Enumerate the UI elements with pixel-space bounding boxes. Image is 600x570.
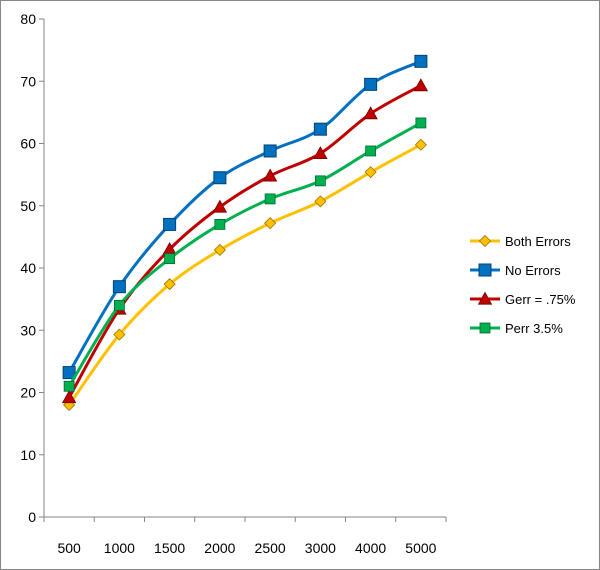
data-point <box>264 217 277 230</box>
data-point <box>163 217 177 231</box>
data-point <box>314 175 326 187</box>
data-point <box>112 280 126 294</box>
data-point <box>163 278 176 291</box>
y-tick-label: 30 <box>20 322 36 338</box>
data-point <box>365 145 377 157</box>
x-tick-label: 5000 <box>405 540 436 556</box>
series-line <box>67 59 422 374</box>
legend-label: No Errors <box>505 263 561 278</box>
legend: Both Errors No Errors Gerr = .75% Perr 3.5% <box>470 234 576 336</box>
y-tick-label: 10 <box>20 447 36 463</box>
legend-item: Gerr = .75% <box>470 291 576 307</box>
legend-item: Perr 3.5% <box>470 321 563 336</box>
x-tick-label: 2000 <box>204 540 235 556</box>
x-tick-label: 1000 <box>104 540 135 556</box>
x-tick-label: 1500 <box>154 540 185 556</box>
data-point <box>213 243 226 257</box>
data-point <box>213 171 227 185</box>
legend-label: Gerr = .75% <box>505 292 576 307</box>
data-point <box>313 122 327 136</box>
y-tick-label: 0 <box>28 509 36 525</box>
data-point <box>364 166 377 179</box>
series-perr-3-5- <box>63 117 427 392</box>
legend-swatch-marker <box>479 322 491 334</box>
legend-item: Both Errors <box>470 234 571 249</box>
y-tick-label: 20 <box>20 385 36 401</box>
data-point <box>314 195 327 208</box>
legend-swatch-marker <box>477 291 493 305</box>
series-no-errors <box>62 54 428 380</box>
data-point <box>313 146 328 160</box>
y-tick-label: 70 <box>20 73 36 89</box>
data-point <box>262 168 278 182</box>
series-gerr-75- <box>61 78 429 404</box>
data-point <box>164 253 176 265</box>
axes: 0 10 20 30 40 50 60 70 80 500 1000 1500 2000 2500 3000… <box>20 11 447 556</box>
legend-label: Perr 3.5% <box>505 321 563 336</box>
y-tick-label: 60 <box>20 136 36 152</box>
y-tick-label: 40 <box>20 260 36 276</box>
data-point <box>414 54 428 68</box>
legend-swatch-marker <box>478 263 492 277</box>
series-both-errors <box>63 138 427 412</box>
legend-item: No Errors <box>470 263 561 278</box>
data-point <box>364 77 378 91</box>
data-point <box>264 193 276 205</box>
x-tick-label: 500 <box>57 540 81 556</box>
legend-swatch-marker <box>478 234 492 248</box>
data-point <box>363 106 378 120</box>
x-tick-label: 2500 <box>255 540 286 556</box>
data-point <box>413 78 429 92</box>
data-point <box>214 219 226 230</box>
data-point <box>113 328 126 341</box>
data-point <box>263 144 277 158</box>
series-line <box>67 84 422 399</box>
data-point <box>62 366 76 380</box>
data-point <box>212 199 228 213</box>
legend-label: Both Errors <box>505 234 571 249</box>
data-point <box>63 380 75 392</box>
data-point <box>61 390 77 404</box>
x-tick-label: 3000 <box>305 540 336 556</box>
series-layer <box>61 54 429 412</box>
data-point <box>415 117 427 129</box>
x-tick-label: 4000 <box>355 540 386 556</box>
y-tick-label: 50 <box>20 198 36 214</box>
data-point <box>113 299 125 311</box>
y-tick-label: 80 <box>20 11 36 27</box>
series-line <box>67 143 422 406</box>
data-point <box>414 138 427 151</box>
